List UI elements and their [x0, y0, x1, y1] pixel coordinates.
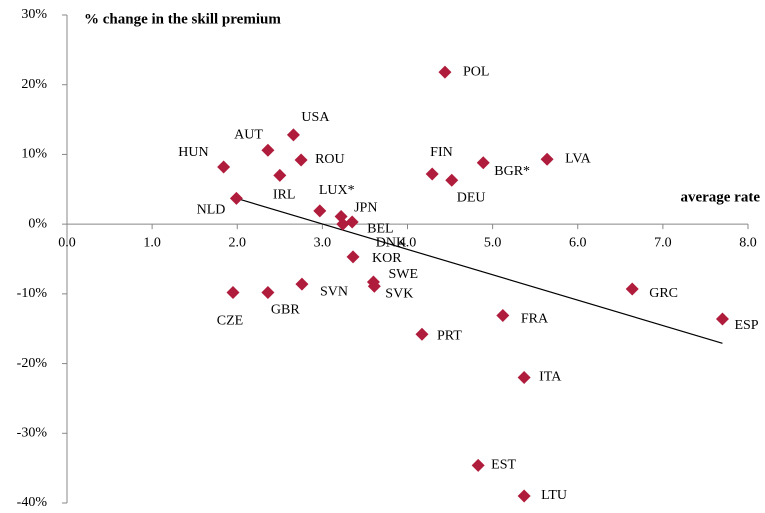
- point-label: BGR*: [494, 164, 530, 179]
- point-label: GBR: [271, 303, 300, 318]
- point: [471, 458, 485, 472]
- y-tick-label: -40%: [17, 495, 48, 510]
- y-tick-label: 0%: [28, 216, 47, 231]
- point-label: JPN: [354, 201, 377, 216]
- x-tick-label: 4.0: [399, 235, 417, 250]
- y-tick-label: 30%: [21, 7, 47, 22]
- point-label: BEL: [367, 221, 393, 236]
- y-tick-label: -20%: [17, 356, 48, 371]
- point: [217, 160, 231, 174]
- y-tick-label: 20%: [21, 77, 47, 92]
- point: [226, 285, 240, 299]
- chart-title: % change in the skill premium: [84, 11, 281, 27]
- point-label: POL: [463, 64, 489, 79]
- x-tick-label: 1.0: [143, 235, 161, 250]
- point: [517, 489, 531, 503]
- point-label: KOR: [372, 251, 402, 266]
- point-label: DEU: [457, 190, 486, 205]
- point-label: USA: [301, 110, 330, 125]
- point-label: ITA: [539, 370, 562, 385]
- point-label: SVK: [385, 286, 413, 301]
- point: [261, 285, 275, 299]
- point-label: ROU: [315, 152, 345, 167]
- point-label: PRT: [437, 329, 462, 344]
- y-tick-label: -10%: [17, 286, 48, 301]
- x-tick-label: 6.0: [569, 235, 587, 250]
- point: [313, 204, 327, 218]
- point: [295, 277, 309, 291]
- point: [715, 312, 729, 326]
- point: [367, 279, 381, 293]
- point-label: CZE: [217, 314, 243, 329]
- x-axis-title: average rate: [680, 189, 760, 205]
- point: [517, 371, 531, 385]
- point: [445, 173, 459, 187]
- point: [229, 191, 243, 205]
- x-tick-label: 7.0: [654, 235, 672, 250]
- point: [261, 143, 275, 157]
- point-label: DNK: [376, 235, 406, 250]
- point: [496, 308, 510, 322]
- point-label: GRC: [649, 286, 678, 301]
- point: [346, 250, 360, 264]
- point: [438, 65, 452, 79]
- y-tick-label: 10%: [21, 147, 47, 162]
- point-label: SVN: [320, 284, 348, 299]
- point-label: LVA: [565, 152, 592, 167]
- point: [336, 217, 350, 231]
- point: [294, 153, 308, 167]
- point-label: FIN: [430, 145, 453, 160]
- point-label: LUX*: [319, 183, 355, 198]
- point: [345, 215, 359, 229]
- point-label: NLD: [197, 203, 226, 218]
- point: [540, 152, 554, 166]
- x-tick-label: 8.0: [739, 235, 757, 250]
- y-tick-label: -30%: [17, 426, 48, 441]
- point: [415, 327, 429, 341]
- point: [425, 167, 439, 181]
- point-label: FRA: [521, 312, 549, 327]
- point-label: LTU: [541, 488, 567, 503]
- point: [476, 156, 490, 170]
- point: [273, 168, 287, 182]
- trend-line: [236, 197, 723, 344]
- point-label: IRL: [273, 188, 296, 203]
- x-tick-label: 0.0: [58, 235, 76, 250]
- point-label: SWE: [388, 267, 418, 282]
- point: [286, 128, 300, 142]
- point-label: EST: [491, 458, 516, 473]
- x-tick-label: 5.0: [484, 235, 502, 250]
- point-label: ESP: [734, 318, 758, 333]
- point-label: HUN: [178, 145, 208, 160]
- point: [625, 282, 639, 296]
- x-tick-label: 2.0: [229, 235, 247, 250]
- x-tick-label: 3.0: [314, 235, 332, 250]
- point-label: AUT: [234, 127, 263, 142]
